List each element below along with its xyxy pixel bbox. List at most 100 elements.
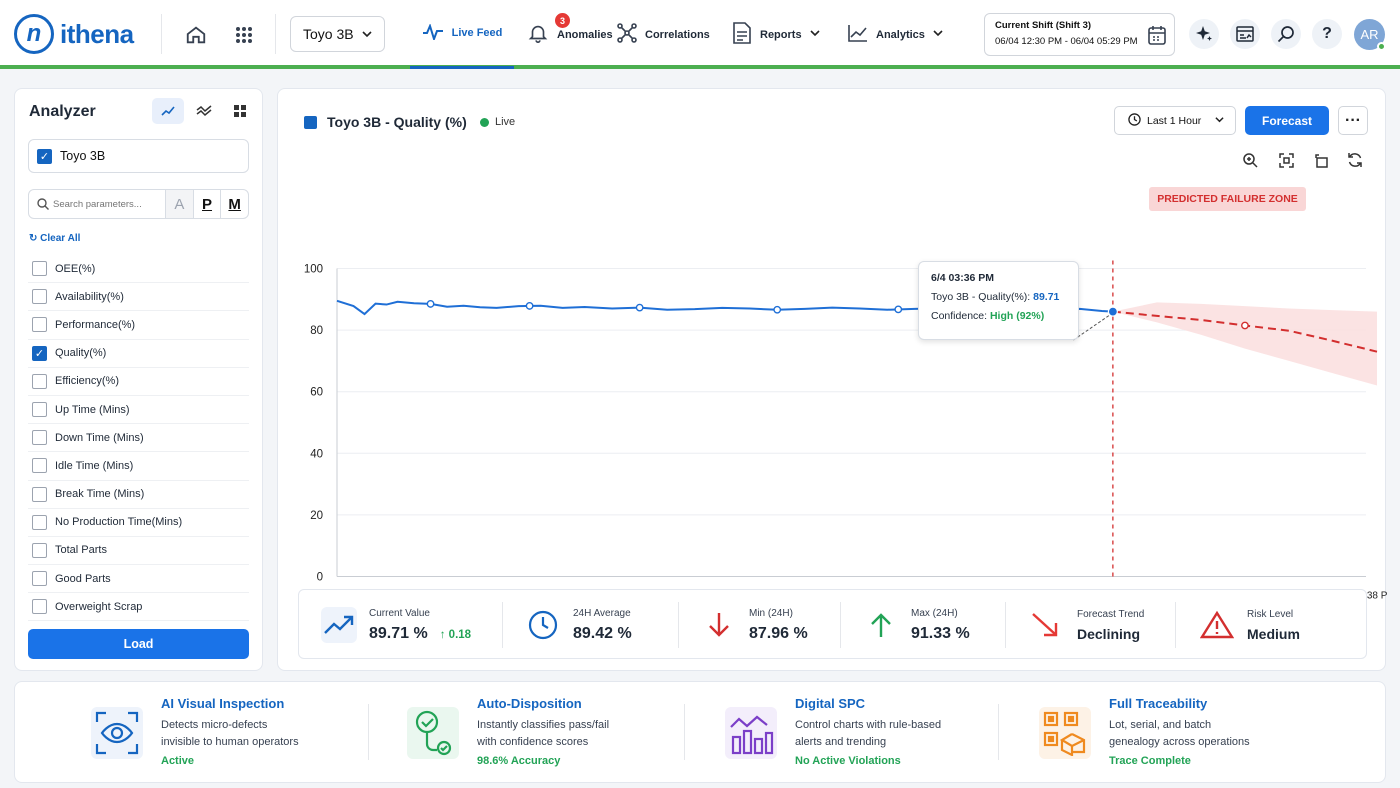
avatar[interactable]: AR — [1354, 19, 1386, 51]
stat-label: Current Value — [369, 607, 430, 619]
time-range-value: Last 1 Hour — [1147, 114, 1202, 127]
parameter-item[interactable]: ✓ Quality(%) — [28, 340, 249, 368]
grid-view-icon[interactable] — [224, 98, 256, 124]
checkbox-checked-icon[interactable]: ✓ — [32, 345, 47, 361]
feature-title: Full Traceability — [1109, 696, 1208, 711]
feature-status: Active — [161, 755, 195, 767]
checkbox-icon[interactable] — [32, 514, 47, 530]
feature-full-traceability[interactable]: Full Traceability Lot, serial, and batch g… — [1039, 682, 1250, 784]
parameter-label: Overweight Scrap — [55, 600, 143, 613]
nav-correlations[interactable]: Correlations — [617, 0, 710, 69]
tooltip-confidence-value: High (92%) — [989, 310, 1045, 322]
stat-value: Declining — [1077, 625, 1141, 642]
checkbox-icon[interactable] — [32, 261, 47, 277]
parameter-item[interactable]: Break Time (Mins) — [28, 481, 249, 509]
time-range-select[interactable]: Last 1 Hour — [1114, 106, 1236, 135]
apps-grid-icon[interactable] — [231, 22, 257, 48]
nav-label: Anomalies — [557, 28, 613, 41]
stat-forecast-trend: Forecast Trend Declining — [1029, 590, 1144, 660]
tooltip-series-label: Toyo 3B - Quality(%): — [931, 291, 1034, 303]
logo[interactable]: n ithena — [14, 14, 134, 54]
parameter-item[interactable]: Up Time (Mins) — [28, 396, 249, 425]
brand-name: ithena — [60, 18, 134, 49]
feature-desc-line1: Control charts with rule-based — [795, 719, 942, 731]
divider — [161, 14, 162, 54]
current-shift[interactable]: Current Shift (Shift 3) 06/04 12:30 PM -… — [984, 13, 1175, 56]
stat-label: Max (24H) — [911, 607, 958, 619]
more-options-icon[interactable]: ··· — [1338, 106, 1368, 135]
parameter-item[interactable]: Down Time (Mins) — [28, 424, 249, 453]
feature-auto-disposition[interactable]: Auto-Disposition Instantly classifies pas… — [407, 682, 609, 784]
chevron-down-icon — [1215, 115, 1224, 127]
stat-label: Min (24H) — [749, 607, 793, 619]
parameter-item[interactable]: Total Parts — [28, 537, 249, 566]
nav-anomalies[interactable]: 3 Anomalies — [527, 0, 613, 69]
search-mode-p[interactable]: P — [192, 190, 221, 218]
divider — [678, 602, 679, 648]
parameter-item[interactable]: Good Parts — [28, 565, 249, 594]
chevron-down-icon — [362, 26, 372, 42]
trend-view-icon[interactable] — [152, 98, 184, 124]
feature-ai-visual-inspection[interactable]: AI Visual Inspection Detects micro-defect… — [91, 682, 299, 784]
eye-scan-icon — [91, 707, 143, 759]
search-mode-a[interactable]: A — [165, 190, 193, 218]
checkbox-icon[interactable] — [32, 458, 47, 474]
checkbox-icon[interactable] — [32, 486, 47, 502]
nav-label: Analytics — [876, 28, 925, 41]
nav-label: Reports — [760, 28, 802, 41]
tooltip-time: 6/4 03:36 PM — [931, 272, 995, 284]
checkbox-icon[interactable] — [32, 373, 47, 389]
load-button[interactable]: Load — [28, 629, 249, 659]
feature-digital-spc[interactable]: Digital SPC Control charts with rule-base… — [725, 682, 941, 784]
search-icon[interactable] — [1271, 19, 1301, 49]
parameter-item[interactable]: No Production Time(Mins) — [28, 509, 249, 537]
arrow-down-icon — [701, 607, 737, 643]
divider — [1005, 602, 1006, 648]
zoom-in-icon[interactable] — [1239, 149, 1261, 171]
feature-desc-line1: Detects micro-defects — [161, 719, 268, 731]
checkbox-icon[interactable] — [32, 542, 47, 558]
multi-trend-icon[interactable] — [188, 98, 220, 124]
parameter-item[interactable]: Availability(%) — [28, 283, 249, 312]
refresh-icon[interactable] — [1344, 149, 1366, 171]
live-label: Live — [495, 116, 516, 128]
parameter-item[interactable]: Idle Time (Mins) — [28, 452, 249, 481]
nav-analytics[interactable]: Analytics — [848, 0, 943, 69]
feature-status: Trace Complete — [1109, 755, 1191, 767]
parameter-item[interactable]: Overweight Scrap — [28, 593, 249, 622]
fit-screen-icon[interactable] — [1275, 149, 1297, 171]
checkbox-icon[interactable] — [32, 571, 47, 587]
nav-reports[interactable]: Reports — [732, 0, 824, 69]
feature-status: No Active Violations — [795, 755, 901, 767]
search-input[interactable] — [53, 198, 165, 210]
dashboard-icon[interactable] — [1230, 19, 1260, 49]
checkbox-icon[interactable] — [32, 599, 47, 615]
checkbox-icon[interactable] — [32, 402, 47, 418]
checkbox-icon[interactable] — [32, 317, 47, 333]
chart-points — [426, 300, 1249, 330]
nav-live-feed[interactable]: Live Feed — [410, 0, 514, 69]
divider — [684, 704, 685, 760]
parameter-item[interactable]: OEE(%) — [28, 255, 249, 284]
tooltip-series: Toyo 3B - Quality(%): 89.71 — [931, 291, 1066, 303]
home-icon[interactable] — [183, 22, 209, 48]
forecast-button[interactable]: Forecast — [1245, 106, 1329, 135]
checkbox-icon[interactable] — [32, 430, 47, 446]
pulse-icon — [422, 22, 444, 43]
network-icon — [617, 23, 637, 46]
parameter-search: A P M — [28, 189, 249, 219]
features-panel: AI Visual Inspection Detects micro-defect… — [14, 681, 1386, 783]
search-mode-m[interactable]: M — [220, 190, 248, 218]
checkbox-icon[interactable] — [32, 289, 47, 305]
parameter-item[interactable]: Efficiency(%) — [28, 368, 249, 396]
machine-select[interactable]: Toyo 3B — [290, 16, 385, 52]
stat-value: 89.42 % — [573, 624, 632, 642]
help-icon[interactable]: ? — [1312, 19, 1342, 49]
ai-sparkle-icon[interactable] — [1189, 19, 1219, 49]
clear-all-link[interactable]: ↻ Clear All — [29, 233, 81, 244]
feature-status: 98.6% Accuracy — [477, 755, 561, 767]
parameter-item[interactable]: Performance(%) — [28, 311, 249, 340]
machine-checkbox[interactable]: ✓ Toyo 3B — [28, 139, 249, 173]
reset-zoom-icon[interactable] — [1311, 149, 1333, 171]
